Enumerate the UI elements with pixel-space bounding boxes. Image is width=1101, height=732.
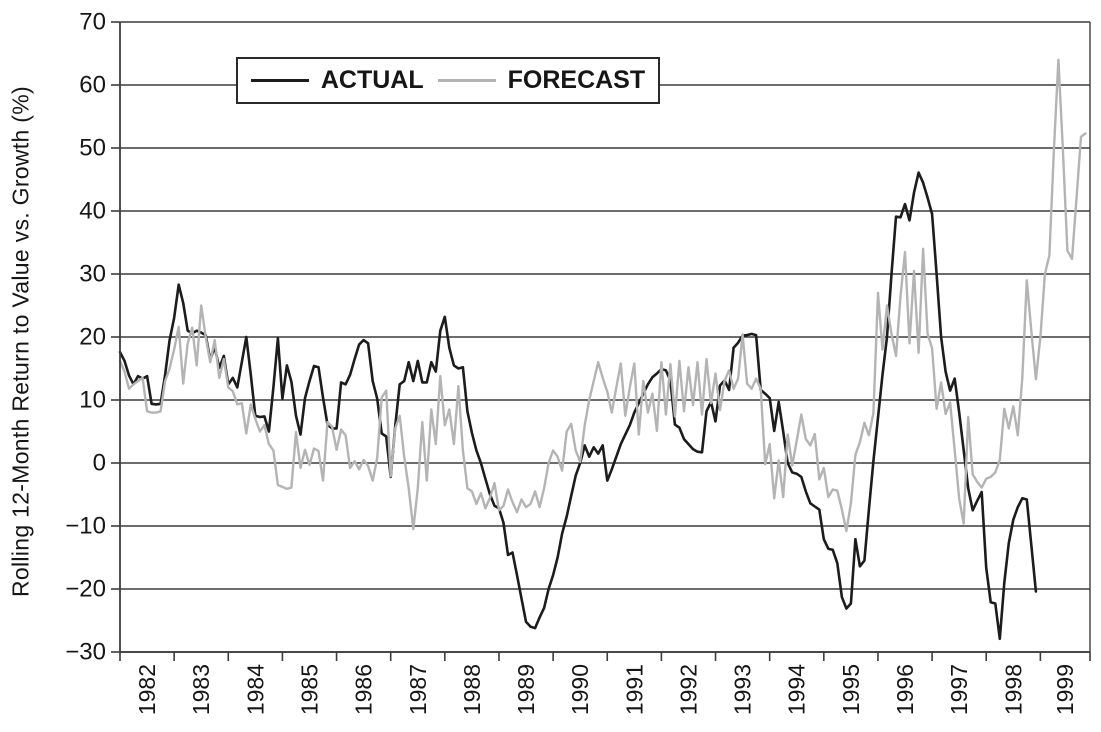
- x-tick-label: 1983: [188, 664, 214, 715]
- x-tick-label: 1982: [134, 664, 160, 715]
- y-tick-label: 40: [79, 198, 106, 225]
- data-series: [118, 58, 1087, 641]
- actual-line-swatch: [250, 79, 309, 82]
- x-axis-ticks: 1982 1983 1984 1985 1986 1987 1988 1989 1990 1991…: [119, 652, 1091, 715]
- x-tick-label: 1989: [513, 664, 539, 715]
- x-tick-label: 1988: [459, 664, 485, 715]
- forecast-line-swatch: [437, 79, 496, 82]
- x-tick-label: 1993: [730, 664, 756, 715]
- x-tick-label: 1991: [621, 664, 647, 715]
- legend-label-forecast: FORECAST: [507, 66, 646, 94]
- gridlines: [120, 21, 1090, 653]
- legend-box: ACTUAL FORECAST: [236, 57, 660, 104]
- x-tick-label: 1986: [351, 664, 377, 715]
- y-tick-label: −20: [65, 576, 106, 603]
- actual-line: [118, 171, 1038, 641]
- y-tick-label: 20: [79, 324, 106, 351]
- y-tick-label: 30: [79, 261, 106, 288]
- y-tick-label: 60: [79, 72, 106, 99]
- y-axis-title: Rolling 12-Month Return to Value vs. Gro…: [7, 86, 34, 598]
- y-tick-label: 50: [79, 135, 106, 162]
- y-tick-label: 70: [79, 9, 106, 36]
- y-axis-ticks: 70 60 50 40 30 20 10 0 −10 −20 −30: [65, 9, 120, 666]
- legend-label-actual: ACTUAL: [320, 66, 424, 94]
- legend-item-actual: ACTUAL: [250, 66, 424, 95]
- x-tick-label: 1996: [892, 664, 918, 715]
- x-tick-label: 1998: [1000, 664, 1026, 715]
- x-tick-label: 1997: [946, 664, 972, 715]
- x-tick-label: 1990: [567, 664, 593, 715]
- y-tick-label: 10: [79, 387, 106, 414]
- x-tick-label: 1999: [1052, 664, 1078, 715]
- x-tick-label: 1987: [405, 664, 431, 715]
- x-tick-label: 1984: [242, 664, 268, 715]
- forecast-line: [118, 58, 1087, 533]
- x-tick-label: 1985: [296, 664, 322, 715]
- x-tick-label: 1992: [675, 664, 701, 715]
- y-tick-label: −10: [65, 513, 106, 540]
- x-tick-label: 1994: [784, 664, 810, 715]
- y-tick-label: −30: [65, 639, 106, 666]
- x-tick-label: 1995: [838, 664, 864, 715]
- y-tick-label: 0: [93, 450, 106, 477]
- legend-item-forecast: FORECAST: [437, 66, 646, 95]
